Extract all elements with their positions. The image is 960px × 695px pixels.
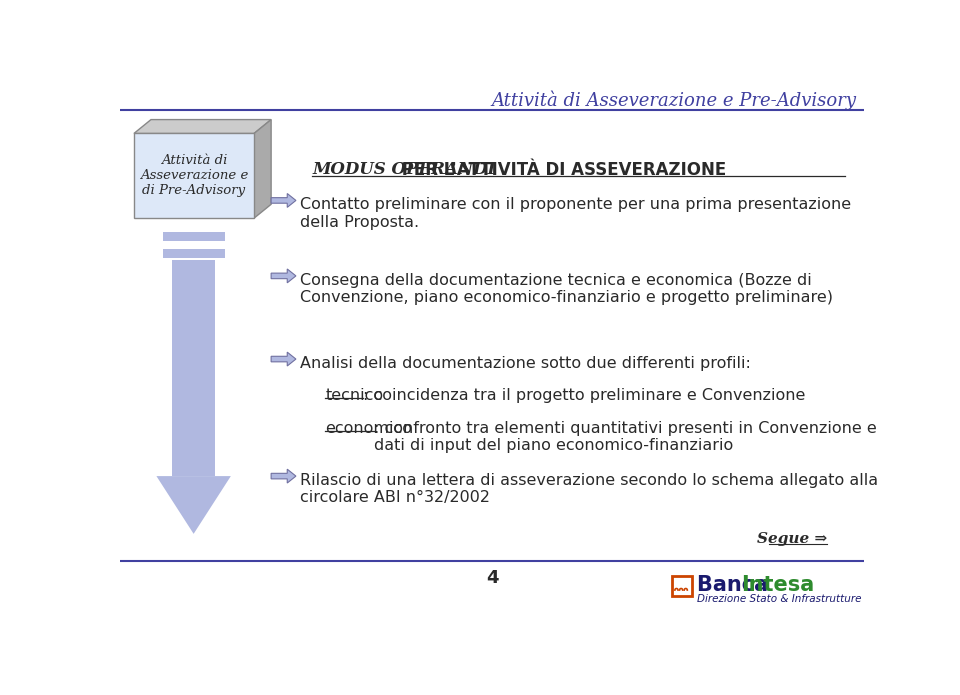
Text: Attività di
Asseverazione e
di Pre-Advisory: Attività di Asseverazione e di Pre-Advis… bbox=[140, 154, 249, 197]
Text: : coincidenza tra il progetto preliminare e Convenzione: : coincidenza tra il progetto preliminar… bbox=[363, 388, 804, 402]
FancyBboxPatch shape bbox=[162, 232, 225, 241]
Text: 4: 4 bbox=[486, 569, 498, 587]
Text: MODUS OPERANDI: MODUS OPERANDI bbox=[312, 161, 495, 178]
FancyBboxPatch shape bbox=[134, 133, 254, 218]
Text: Analisi della documentazione sotto due differenti profili:: Analisi della documentazione sotto due d… bbox=[300, 356, 751, 371]
Polygon shape bbox=[271, 193, 296, 207]
Text: Rilascio di una lettera di asseverazione secondo lo schema allegato alla
circola: Rilascio di una lettera di asseverazione… bbox=[300, 473, 878, 505]
Text: Attività di Asseverazione e Pre-Advisory: Attività di Asseverazione e Pre-Advisory bbox=[492, 90, 856, 110]
Text: Segue ⇒: Segue ⇒ bbox=[756, 532, 827, 546]
Text: Consegna della documentazione tecnica e economica (Bozze di
Convenzione, piano e: Consegna della documentazione tecnica e … bbox=[300, 273, 832, 305]
Text: Contatto preliminare con il proponente per una prima presentazione
della Propost: Contatto preliminare con il proponente p… bbox=[300, 197, 851, 230]
Polygon shape bbox=[271, 352, 296, 366]
Text: Banca: Banca bbox=[697, 575, 776, 596]
Text: Intesa: Intesa bbox=[741, 575, 815, 596]
FancyBboxPatch shape bbox=[172, 261, 215, 476]
Polygon shape bbox=[271, 269, 296, 283]
Text: : confronto tra elementi quantitativi presenti in Convenzione e
dati di input de: : confronto tra elementi quantitativi pr… bbox=[374, 420, 876, 453]
FancyBboxPatch shape bbox=[672, 576, 692, 596]
Polygon shape bbox=[254, 120, 271, 218]
Text: PER L’ATTIVITÀ DI ASSEVERAZIONE: PER L’ATTIVITÀ DI ASSEVERAZIONE bbox=[396, 161, 726, 179]
Polygon shape bbox=[134, 120, 271, 133]
Text: economico: economico bbox=[325, 420, 413, 436]
Polygon shape bbox=[156, 476, 230, 534]
FancyBboxPatch shape bbox=[162, 249, 225, 258]
Text: tecnico: tecnico bbox=[325, 388, 383, 402]
Text: Direzione Stato & Infrastrutture: Direzione Stato & Infrastrutture bbox=[697, 594, 862, 603]
Polygon shape bbox=[271, 469, 296, 483]
